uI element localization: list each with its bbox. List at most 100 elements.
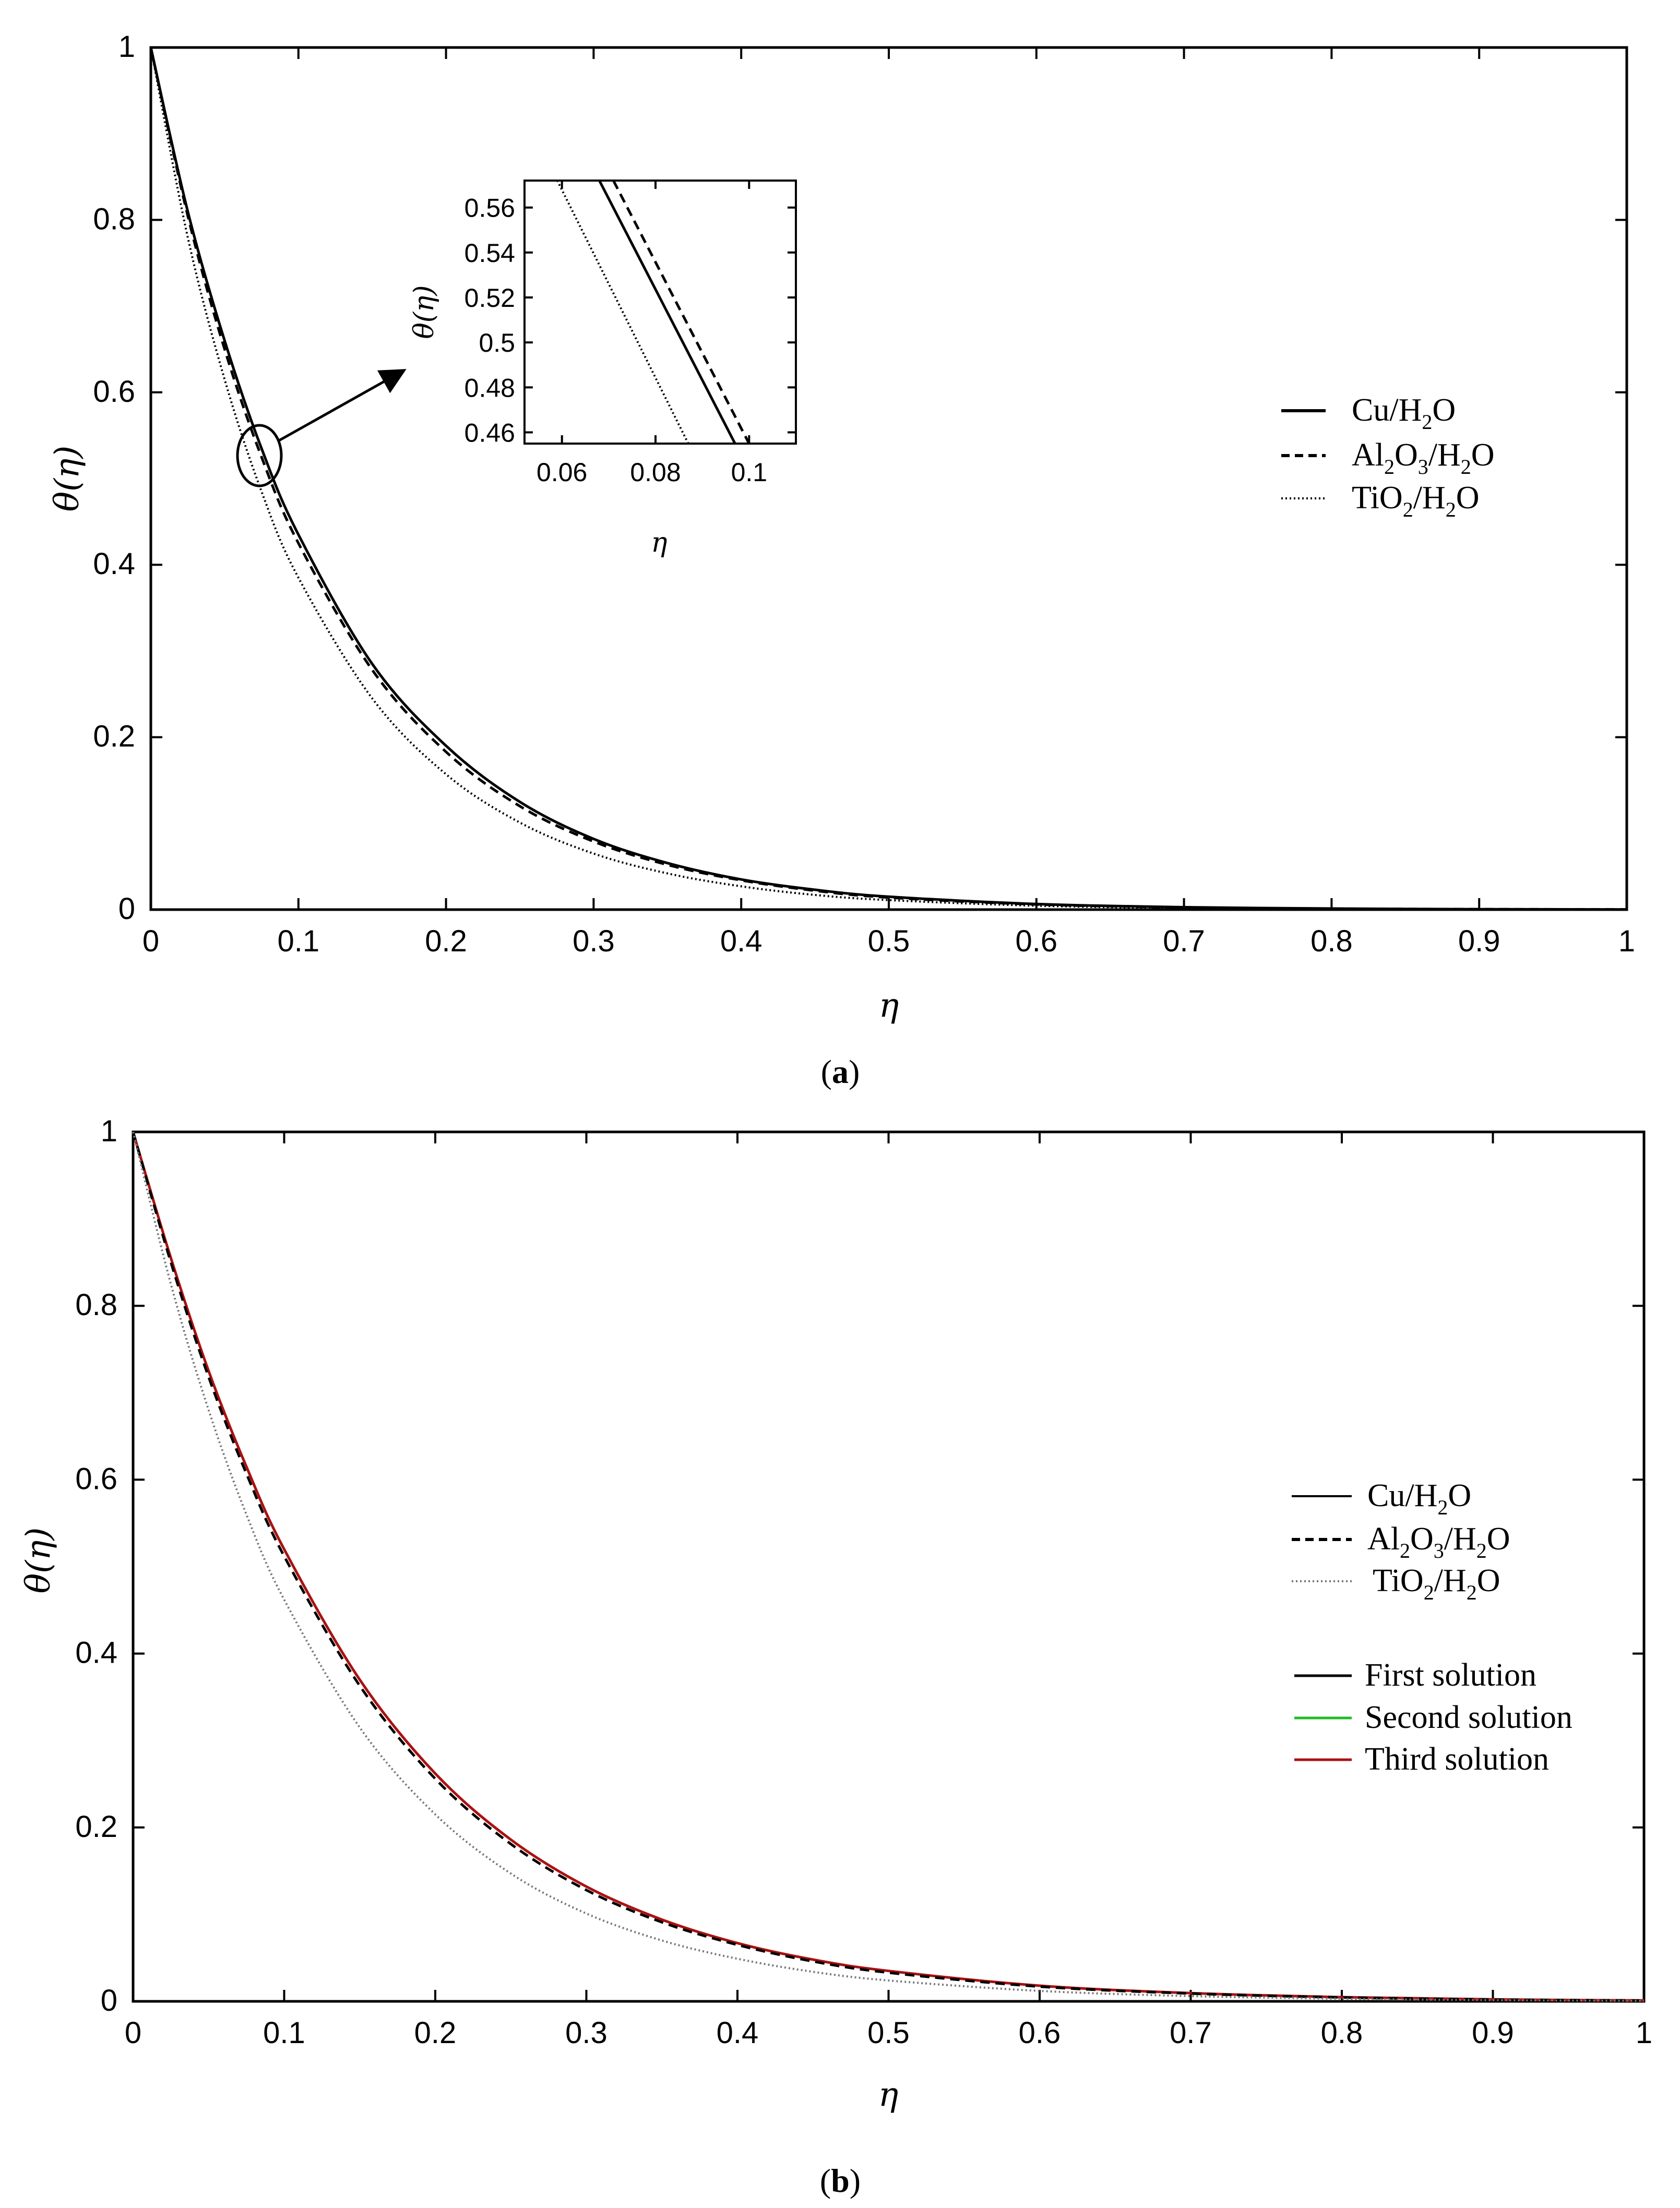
legend-b-al-t3: O bbox=[1410, 1521, 1434, 1557]
caption-b-open: ( bbox=[820, 2162, 831, 2199]
inset-series-solid bbox=[598, 180, 736, 445]
a-ytick-label: 0.4 bbox=[93, 547, 135, 581]
inset-x-label: η bbox=[651, 527, 667, 558]
b-xtick-label: 0.4 bbox=[717, 2016, 759, 2050]
caption-b: (b) bbox=[820, 2162, 861, 2199]
inset-ytick-label: 0.48 bbox=[464, 373, 515, 402]
b-ytick-label: 0.6 bbox=[75, 1462, 117, 1496]
legend-a-al-label: Al2O3/H2O bbox=[1352, 437, 1495, 479]
legend-b-ti-t4: 2 bbox=[1467, 1581, 1477, 1604]
ticks-b: 0 0.1 0.2 0.3 0.4 0.5 0.6 0.7 0.8 0.9 1 0 0.2 0.4 0.6 0… bbox=[75, 1114, 1652, 2050]
b-ytick-label: 0.8 bbox=[75, 1288, 117, 1322]
legend-b-cu-t2: 2 bbox=[1437, 1496, 1448, 1519]
inset-xtick-label: 0.08 bbox=[630, 458, 681, 487]
legend-b-cu-label: Cu/H2O bbox=[1367, 1478, 1471, 1519]
a-xtick-label: 0.9 bbox=[1458, 924, 1500, 958]
legend-a-al-t3: O bbox=[1395, 437, 1418, 473]
b-ytick-label: 0.2 bbox=[75, 1810, 117, 1844]
zoom-arrow bbox=[277, 369, 407, 443]
a-ytick-label: 0.8 bbox=[93, 202, 135, 236]
legend-a-cu-t2: 2 bbox=[1422, 410, 1432, 434]
inset-ytick-label: 0.5 bbox=[479, 328, 515, 357]
legend-b-ti-label: TiO2/H2O bbox=[1373, 1563, 1500, 1604]
a-series-solid bbox=[149, 47, 1627, 911]
legend-b-ti-t1: TiO bbox=[1373, 1563, 1424, 1598]
caption-a-close: ) bbox=[849, 1053, 860, 1090]
legend-b-al-t7: O bbox=[1487, 1521, 1510, 1557]
inset-frame bbox=[523, 180, 797, 445]
legend-b-ti-t2: 2 bbox=[1424, 1581, 1434, 1604]
legend-b-al-label: Al2O3/H2O bbox=[1367, 1521, 1510, 1562]
legend-a-ti-t4: 2 bbox=[1446, 498, 1456, 521]
a-xtick-label: 0.8 bbox=[1310, 924, 1353, 958]
inset-series-dotted bbox=[556, 180, 689, 444]
inset-ytick-label: 0.46 bbox=[464, 418, 515, 447]
legend-a: Cu/H2O Al2O3/H2O TiO2/H2O bbox=[1281, 392, 1495, 521]
a-series-dotted bbox=[150, 47, 1627, 911]
a-ytick-label: 1 bbox=[118, 30, 135, 64]
legend-a-ti-t2: 2 bbox=[1403, 498, 1413, 521]
legend-b-ti-t5: O bbox=[1477, 1563, 1500, 1598]
inset-ytick-label: 0.56 bbox=[464, 194, 515, 223]
legend-b-al-t5: /H bbox=[1444, 1521, 1476, 1557]
legend-a-al-t5: /H bbox=[1428, 437, 1461, 473]
legend-a-cu-label: Cu/H2O bbox=[1352, 392, 1456, 434]
a-xtick-label: 0.2 bbox=[425, 924, 467, 958]
inset-xtick-label: 0.1 bbox=[731, 458, 768, 487]
legend-b-cu-t3: O bbox=[1448, 1478, 1471, 1513]
a-ytick-label: 0 bbox=[118, 892, 135, 926]
legend-b-al-t2: 2 bbox=[1400, 1539, 1410, 1562]
caption-a: (a) bbox=[821, 1053, 860, 1090]
legend-a-al-t4: 3 bbox=[1418, 455, 1428, 479]
a-xtick-label: 0.3 bbox=[573, 924, 615, 958]
legend-a-ti-label: TiO2/H2O bbox=[1352, 480, 1479, 521]
legend-b-ti-t3: /H bbox=[1434, 1563, 1467, 1598]
b-xtick-label: 0.3 bbox=[565, 2016, 607, 2050]
series-a bbox=[149, 47, 1627, 911]
a-series-dashed bbox=[149, 47, 1627, 911]
b-ytick-label: 0.4 bbox=[75, 1636, 117, 1670]
a-xtick-label: 0.5 bbox=[868, 924, 910, 958]
b-ytick-label: 1 bbox=[101, 1114, 117, 1148]
ticks-a: 0 0.1 0.2 0.3 0.4 0.5 0.6 0.7 0.8 0.9 1 0 0.2 0.4 0.6 0… bbox=[93, 30, 1635, 958]
b-series-dashed bbox=[132, 1131, 1645, 2002]
a-ytick-label: 0.6 bbox=[93, 375, 135, 409]
legend-b-third-label: Third solution bbox=[1365, 1741, 1549, 1777]
plot-frame-a bbox=[149, 46, 1628, 911]
b-xtick-label: 0.8 bbox=[1321, 2016, 1363, 2050]
inset-series bbox=[556, 180, 750, 445]
legend-a-ti-t5: O bbox=[1456, 480, 1480, 516]
b-xtick-label: 0.1 bbox=[263, 2016, 305, 2050]
b-xtick-label: 0.7 bbox=[1170, 2016, 1212, 2050]
a-ytick-label: 0.2 bbox=[93, 720, 135, 754]
legend-b-second-label: Second solution bbox=[1365, 1700, 1572, 1735]
a-xtick-label: 0.6 bbox=[1015, 924, 1057, 958]
y-axis-label-a: θ(η) bbox=[48, 446, 87, 512]
a-xtick-label: 0.4 bbox=[720, 924, 762, 958]
panel-b: 0 0.1 0.2 0.3 0.4 0.5 0.6 0.7 0.8 0.9 1 0 0.2 0.4 0.6 0… bbox=[19, 1114, 1652, 2199]
legend-a-al-t1: Al bbox=[1352, 437, 1384, 473]
legend-a-al-t7: O bbox=[1471, 437, 1495, 473]
zoom-ellipse bbox=[236, 424, 283, 487]
inset-plot: 0.06 0.08 0.1 0.46 0.48 0.5 0.52 0.54 0.56 η θ(η… bbox=[409, 180, 797, 558]
a-xtick-label: 1 bbox=[1618, 924, 1635, 958]
b-xtick-label: 1 bbox=[1636, 2016, 1652, 2050]
legend-a-cu-t3: O bbox=[1432, 392, 1456, 428]
caption-b-letter: b bbox=[831, 2162, 850, 2199]
legend-b-al-t4: 3 bbox=[1434, 1539, 1444, 1562]
legend-b-al-t6: 2 bbox=[1476, 1539, 1487, 1562]
a-xtick-label: 0 bbox=[142, 924, 159, 958]
x-axis-label-a: η bbox=[879, 986, 899, 1025]
b-xtick-label: 0.9 bbox=[1472, 2016, 1514, 2050]
legend-a-cu-t1: Cu/H bbox=[1352, 392, 1422, 428]
y-axis-label-b: θ(η) bbox=[19, 1527, 58, 1594]
a-xtick-label: 0.7 bbox=[1163, 924, 1205, 958]
inset-ytick-label: 0.52 bbox=[464, 283, 515, 313]
b-xtick-label: 0.6 bbox=[1019, 2016, 1061, 2050]
b-ytick-label: 0 bbox=[101, 1984, 117, 2018]
legend-b-first-label: First solution bbox=[1365, 1657, 1536, 1693]
inset-ytick-label: 0.54 bbox=[464, 238, 515, 268]
legend-a-ti-t3: /H bbox=[1413, 480, 1446, 516]
legend-b-cu-t1: Cu/H bbox=[1367, 1478, 1437, 1513]
legend-a-ti-t1: TiO bbox=[1352, 480, 1403, 516]
